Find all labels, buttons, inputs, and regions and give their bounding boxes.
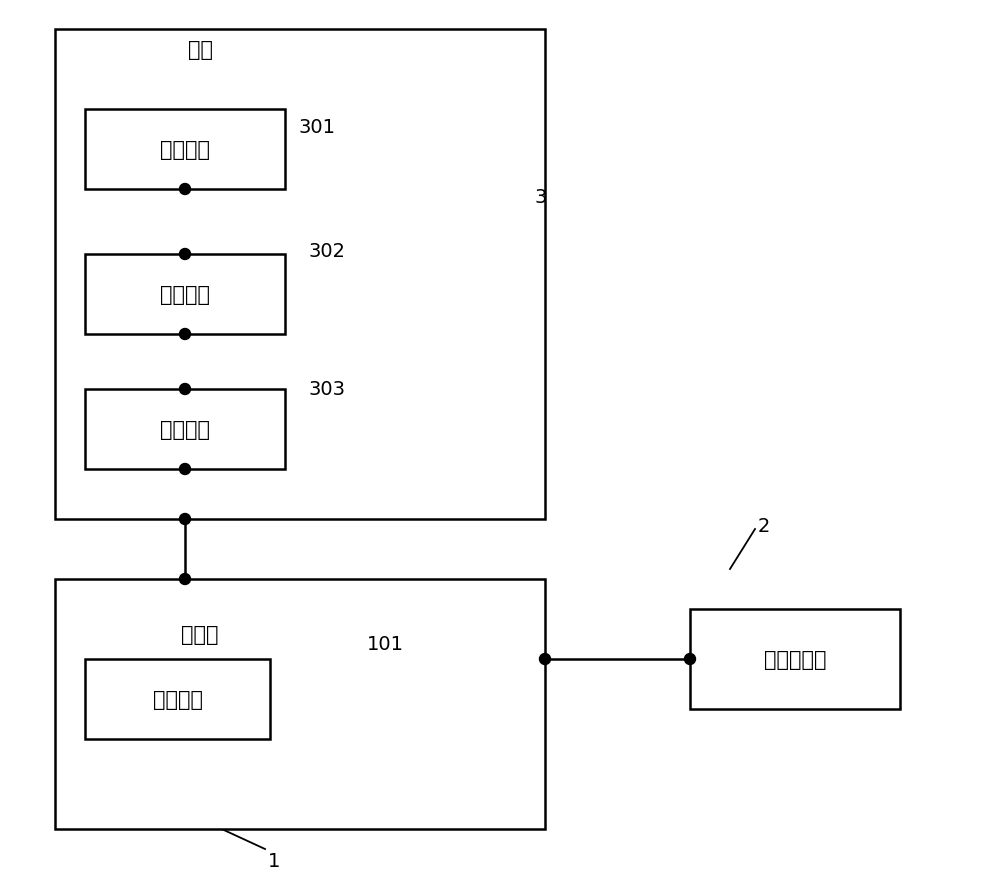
Circle shape [684,653,696,665]
Circle shape [180,184,191,196]
Text: 第一阀门: 第一阀门 [160,139,210,160]
Bar [85,660,270,739]
Text: 2: 2 [758,517,770,535]
Text: 101: 101 [367,634,404,653]
Bar [690,610,900,709]
Text: 303: 303 [308,380,345,398]
Bar [55,580,545,829]
Text: 1: 1 [268,851,280,870]
Bar [85,110,285,189]
Bar [85,389,285,469]
Bar [85,254,285,335]
Circle shape [180,329,191,340]
Circle shape [180,514,191,525]
Text: 比对模块: 比对模块 [153,689,203,709]
Circle shape [180,574,191,585]
Text: 第三阀门: 第三阀门 [160,419,210,439]
Bar [55,30,545,519]
Text: 3: 3 [535,188,547,207]
Circle shape [180,464,191,475]
Circle shape [180,384,191,395]
Text: 302: 302 [308,242,345,260]
Text: 301: 301 [298,118,335,137]
Text: 控制器: 控制器 [181,624,219,645]
Circle shape [180,249,191,260]
Text: 浊度检测仪: 浊度检测仪 [764,649,826,669]
Text: 阀门: 阀门 [188,40,213,60]
Text: 第二阀门: 第二阀门 [160,285,210,304]
Circle shape [540,653,550,665]
